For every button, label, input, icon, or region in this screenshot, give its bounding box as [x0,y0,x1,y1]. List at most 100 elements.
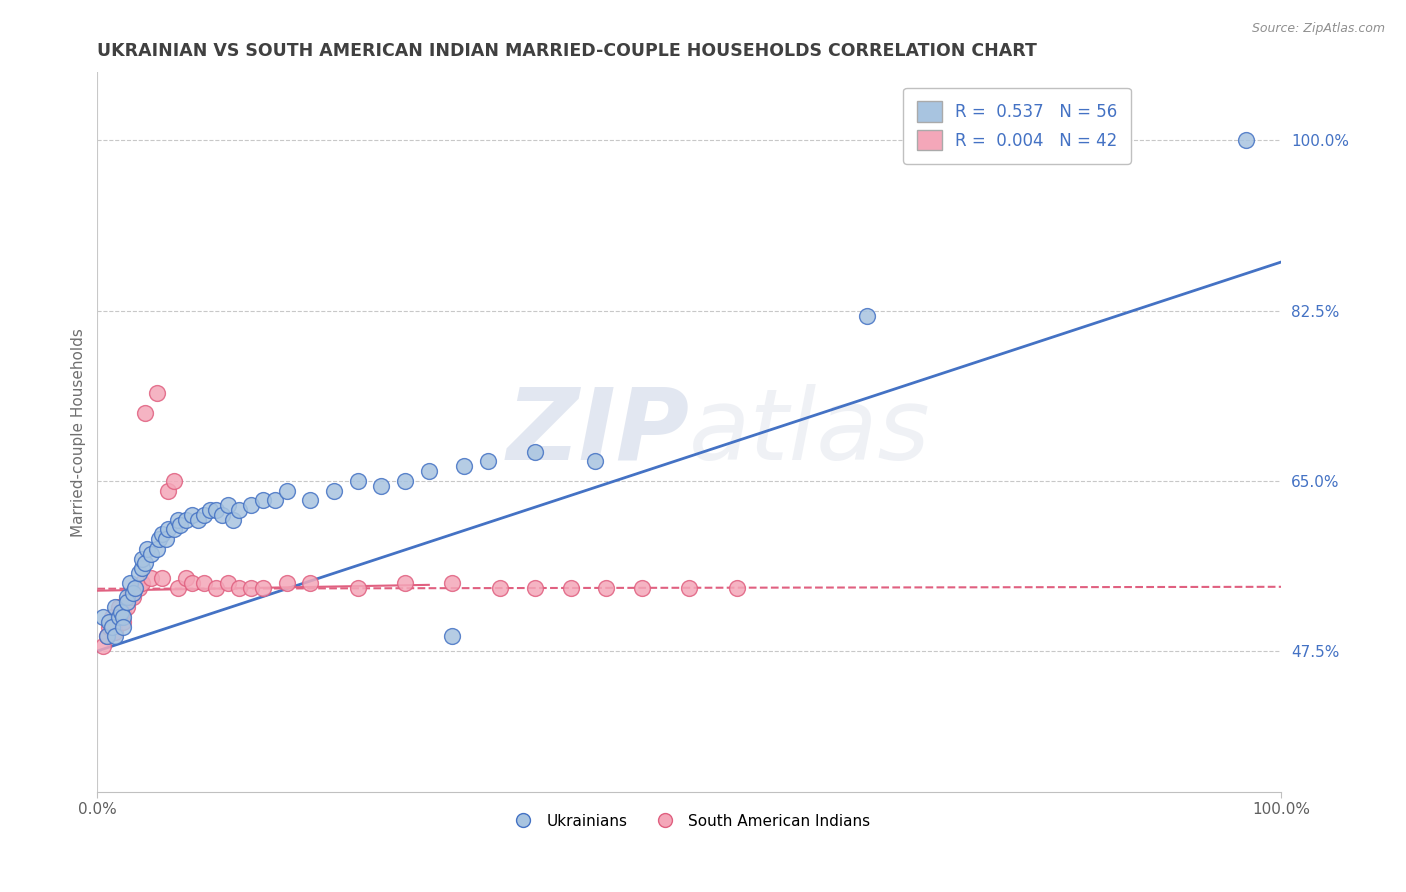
Text: ZIP: ZIP [506,384,689,481]
Point [418,464,440,478]
Point [524,581,547,595]
Point [181,575,204,590]
Point [193,575,215,590]
Point [145,541,167,556]
Point [228,581,250,595]
Point [488,581,510,595]
Point [346,474,368,488]
Point [276,575,298,590]
Point [204,503,226,517]
Point [560,581,582,595]
Point [148,532,170,546]
Point [725,581,748,595]
Point [104,615,127,629]
Point [152,571,174,585]
Text: Source: ZipAtlas.com: Source: ZipAtlas.com [1251,22,1385,36]
Point [100,620,122,634]
Point [276,483,298,498]
Point [166,513,188,527]
Point [174,513,197,527]
Point [96,629,118,643]
Point [104,629,127,643]
Point [299,493,322,508]
Point [217,575,239,590]
Point [100,610,122,624]
Point [678,581,700,595]
Point [163,474,186,488]
Point [128,566,150,581]
Point [112,610,135,624]
Text: UKRAINIAN VS SOUTH AMERICAN INDIAN MARRIED-COUPLE HOUSEHOLDS CORRELATION CHART: UKRAINIAN VS SOUTH AMERICAN INDIAN MARRI… [97,42,1038,60]
Point [252,493,274,508]
Point [583,454,606,468]
Point [112,605,135,619]
Point [204,581,226,595]
Point [96,629,118,643]
Point [181,508,204,522]
Point [524,444,547,458]
Point [222,513,245,527]
Point [252,581,274,595]
Point [131,551,153,566]
Point [104,624,127,639]
Point [217,498,239,512]
Point [163,523,186,537]
Point [193,508,215,522]
Point [124,581,146,595]
Point [115,591,138,605]
Point [131,575,153,590]
Point [121,591,143,605]
Point [152,527,174,541]
Point [453,459,475,474]
Point [131,561,153,575]
Point [110,605,132,619]
Point [139,571,162,585]
Point [299,575,322,590]
Point [855,309,877,323]
Point [1234,134,1257,148]
Text: atlas: atlas [689,384,931,481]
Point [98,620,121,634]
Point [134,406,156,420]
Point [121,585,143,599]
Point [394,575,416,590]
Point [107,600,129,615]
Point [174,571,197,585]
Point [134,557,156,571]
Y-axis label: Married-couple Households: Married-couple Households [72,327,86,537]
Point [115,595,138,609]
Point [128,581,150,595]
Point [631,581,654,595]
Point [91,610,114,624]
Point [120,591,142,605]
Point [370,478,392,492]
Point [240,581,263,595]
Point [104,600,127,615]
Point [264,493,287,508]
Point [166,581,188,595]
Point [394,474,416,488]
Point [136,541,159,556]
Point [477,454,499,468]
Point [115,600,138,615]
Point [157,523,180,537]
Point [155,532,177,546]
Point [91,639,114,653]
Point [441,629,464,643]
Point [211,508,233,522]
Point [240,498,263,512]
Point [169,517,191,532]
Point [107,610,129,624]
Point [98,615,121,629]
Point [139,547,162,561]
Point [187,513,209,527]
Point [145,386,167,401]
Point [323,483,346,498]
Point [157,483,180,498]
Point [346,581,368,595]
Point [441,575,464,590]
Point [112,620,135,634]
Point [120,575,142,590]
Point [198,503,221,517]
Point [110,610,132,624]
